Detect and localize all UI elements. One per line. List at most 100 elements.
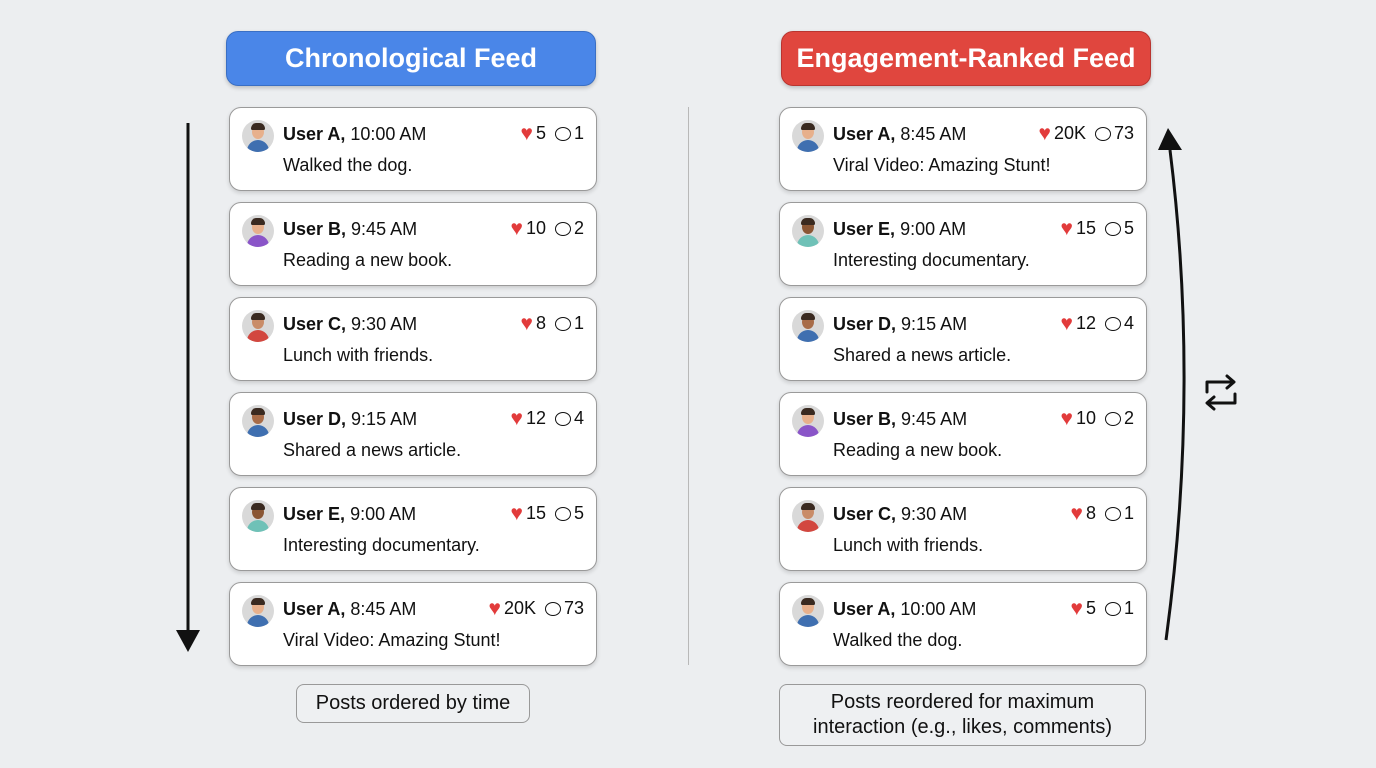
heart-icon: ♥ [520, 122, 533, 145]
comment-count: 5 [573, 503, 584, 523]
post-text: Viral Video: Amazing Stunt! [283, 630, 501, 650]
post-text: Shared a news article. [833, 345, 1012, 365]
post-author: User A, 10:00 AM [283, 124, 427, 144]
comment-count: 4 [1123, 313, 1134, 333]
post-stats: ♥ 15 5 [1060, 218, 1134, 239]
post-card[interactable]: User A, 10:00 AM Walked the dog. ♥ 5 1 [229, 107, 597, 191]
post-stats: ♥ 12 4 [510, 408, 584, 429]
post-author: User A, 8:45 AM [283, 599, 417, 619]
avatar [792, 500, 824, 532]
post-text: Interesting documentary. [283, 535, 480, 555]
heart-icon: ♥ [1060, 407, 1073, 430]
comment-count: 2 [1123, 408, 1134, 428]
avatar [242, 120, 274, 152]
comment-icon [554, 126, 571, 141]
post-card[interactable]: User D, 9:15 AM Shared a news article. ♥… [229, 392, 597, 476]
post-author: User C, 9:30 AM [283, 314, 418, 334]
comment-icon [544, 601, 561, 616]
heart-icon: ♥ [1070, 502, 1083, 525]
comment-count: 1 [1123, 503, 1134, 523]
heart-icon: ♥ [510, 407, 523, 430]
avatar [242, 405, 274, 437]
post-text: Interesting documentary. [833, 250, 1030, 270]
avatar [792, 405, 824, 437]
post-card[interactable]: User A, 8:45 AM Viral Video: Amazing Stu… [229, 582, 597, 666]
post-card[interactable]: User A, 8:45 AM Viral Video: Amazing Stu… [779, 107, 1147, 191]
avatar [792, 120, 824, 152]
like-count: 5 [1085, 598, 1096, 618]
post-stats: ♥ 10 2 [510, 218, 584, 239]
post-author: User A, 8:45 AM [833, 124, 967, 144]
post-card[interactable]: User B, 9:45 AM Reading a new book. ♥ 10 2 [229, 202, 597, 286]
post-card[interactable]: User C, 9:30 AM Lunch with friends. ♥ 8 1 [779, 487, 1147, 571]
post-author: User D, 9:15 AM [283, 409, 418, 429]
avatar [792, 595, 824, 627]
post-stats: ♥ 12 4 [1060, 313, 1134, 334]
chronological-feed-title: Chronological Feed [226, 31, 596, 86]
comment-icon [1094, 126, 1111, 141]
comment-icon [554, 221, 571, 236]
heart-icon: ♥ [488, 597, 501, 620]
post-text: Walked the dog. [833, 630, 963, 650]
post-card[interactable]: User D, 9:15 AM Shared a news article. ♥… [779, 297, 1147, 381]
post-card[interactable]: User A, 10:00 AM Walked the dog. ♥ 5 1 [779, 582, 1147, 666]
post-stats: ♥ 8 1 [1071, 503, 1135, 524]
engagement-caption: Posts reordered for maximum interaction … [779, 684, 1146, 746]
like-count: 12 [525, 408, 546, 428]
comment-icon [1104, 506, 1121, 521]
chronological-caption: Posts ordered by time [296, 684, 530, 723]
heart-icon: ♥ [1070, 597, 1083, 620]
post-text: Viral Video: Amazing Stunt! [833, 155, 1051, 175]
post-stats: ♥ 5 1 [521, 123, 585, 144]
post-stats: ♥ 20K 73 [488, 598, 584, 619]
comment-count: 4 [573, 408, 584, 428]
divider [688, 107, 689, 665]
comment-icon [554, 316, 571, 331]
avatar [242, 310, 274, 342]
post-text: Walked the dog. [283, 155, 413, 175]
comment-count: 1 [1123, 598, 1134, 618]
post-card[interactable]: User E, 9:00 AM Interesting documentary.… [779, 202, 1147, 286]
comment-icon [1104, 601, 1121, 616]
like-count: 10 [1075, 408, 1096, 428]
ranked-up-curved-arrow [1158, 128, 1186, 641]
post-card[interactable]: User E, 9:00 AM Interesting documentary.… [229, 487, 597, 571]
post-stats: ♥ 8 1 [521, 313, 585, 334]
like-count: 8 [535, 313, 546, 333]
heart-icon: ♥ [510, 217, 523, 240]
avatar [792, 215, 824, 247]
post-stats: ♥ 10 2 [1060, 408, 1134, 429]
like-count: 12 [1075, 313, 1096, 333]
like-count: 20K [1053, 123, 1086, 143]
post-author: User B, 9:45 AM [833, 409, 968, 429]
post-author: User D, 9:15 AM [833, 314, 968, 334]
like-count: 10 [525, 218, 546, 238]
post-card[interactable]: User B, 9:45 AM Reading a new book. ♥ 10 2 [779, 392, 1147, 476]
post-author: User A, 10:00 AM [833, 599, 977, 619]
post-text: Lunch with friends. [833, 535, 984, 555]
heart-icon: ♥ [1060, 217, 1073, 240]
like-count: 15 [525, 503, 546, 523]
avatar [242, 595, 274, 627]
heart-icon: ♥ [510, 502, 523, 525]
heart-icon: ♥ [1060, 312, 1073, 335]
like-count: 8 [1085, 503, 1096, 523]
post-card[interactable]: User C, 9:30 AM Lunch with friends. ♥ 8 1 [229, 297, 597, 381]
heart-icon: ♥ [520, 312, 533, 335]
post-text: Reading a new book. [833, 440, 1003, 460]
like-count: 20K [503, 598, 536, 618]
post-stats: ♥ 5 1 [1071, 598, 1135, 619]
post-author: User B, 9:45 AM [283, 219, 418, 239]
post-author: User C, 9:30 AM [833, 504, 968, 524]
time-down-arrow [176, 123, 200, 652]
post-text: Reading a new book. [283, 250, 453, 270]
comment-icon [1104, 221, 1121, 236]
comment-count: 1 [573, 313, 584, 333]
comment-icon [1104, 316, 1121, 331]
comment-icon [554, 411, 571, 426]
heart-icon: ♥ [1038, 122, 1051, 145]
engagement-feed-title: Engagement-Ranked Feed [781, 31, 1151, 86]
post-text: Lunch with friends. [283, 345, 434, 365]
post-author: User E, 9:00 AM [283, 504, 417, 524]
